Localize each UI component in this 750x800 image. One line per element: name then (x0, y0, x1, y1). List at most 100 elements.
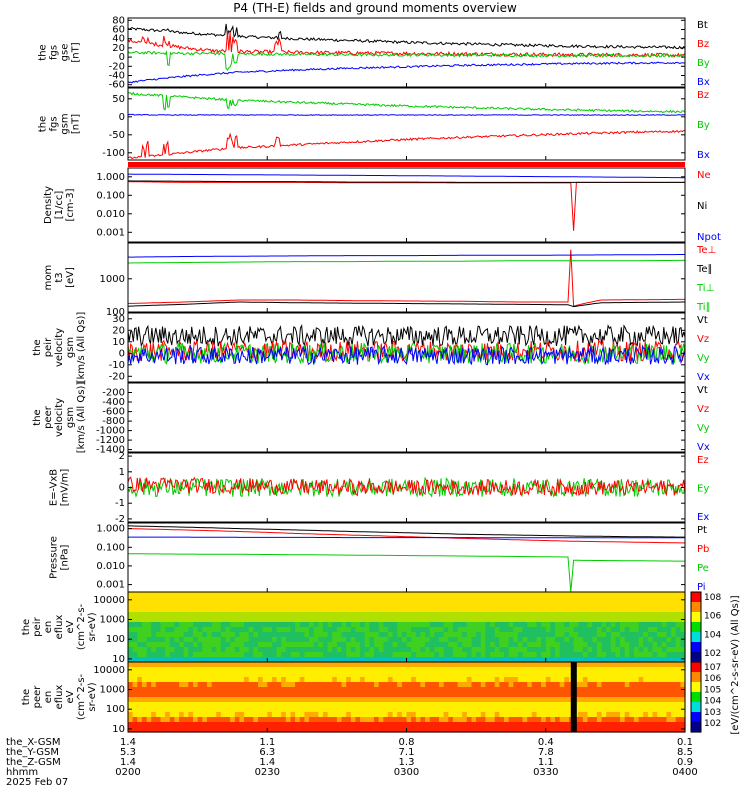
heatmap-cell (499, 707, 505, 713)
heatmap-cell (165, 702, 171, 708)
heatmap-cell (160, 632, 166, 638)
heatmap-cell (137, 657, 143, 663)
heatmap-cell (383, 627, 389, 633)
colorbar-segment (691, 652, 701, 663)
heatmap-cell (452, 687, 459, 693)
heatmap-cell (244, 707, 250, 713)
heatmap-cell (420, 672, 426, 678)
heatmap-cell (225, 602, 231, 608)
heatmap-cell (541, 717, 547, 723)
heatmap-cell (141, 712, 148, 718)
heatmap-cell (179, 617, 185, 623)
heatmap-cell (452, 722, 459, 728)
heatmap-cell (369, 607, 375, 613)
heatmap-cell (624, 697, 630, 703)
heatmap-cell (295, 612, 301, 618)
heatmap-cell (179, 647, 185, 653)
series-line-Pe (128, 553, 685, 592)
heatmap-cell (564, 657, 570, 663)
panel-frame (127, 242, 686, 313)
heatmap-cell (620, 712, 626, 718)
heatmap-cell (151, 602, 157, 608)
heatmap-cell (141, 607, 148, 613)
heatmap-cell (671, 657, 677, 663)
heatmap-cell (555, 622, 561, 628)
heatmap-cell (406, 597, 412, 603)
colorbar-tick-label: 102 (704, 649, 721, 659)
peer-spectrogram-colorbar (690, 661, 702, 733)
heatmap-cell (471, 622, 477, 628)
heatmap-cell (508, 652, 514, 658)
heatmap-cell (661, 707, 667, 713)
colorbar-segment (691, 622, 701, 633)
heatmap-cell (434, 592, 440, 598)
heatmap-cell (513, 682, 519, 688)
heatmap-cell (309, 687, 315, 693)
heatmap-cell (457, 697, 463, 703)
heatmap-cell (466, 702, 472, 708)
heatmap-cell (434, 632, 440, 638)
heatmap-cell (387, 642, 394, 648)
heatmap-cell (309, 677, 315, 683)
heatmap-cell (137, 652, 143, 658)
heatmap-cell (332, 617, 338, 623)
heatmap-cell (564, 642, 570, 648)
heatmap-cell (480, 692, 486, 698)
heatmap-cell (587, 622, 593, 628)
heatmap-cell (304, 597, 310, 603)
heatmap-cell (234, 682, 240, 688)
heatmap-cell (179, 722, 185, 728)
heatmap-cell (615, 652, 621, 658)
heatmap-cell (457, 662, 463, 668)
heatmap-cell (480, 657, 486, 663)
heatmap-cell (429, 612, 435, 618)
heatmap-cell (425, 592, 431, 598)
heatmap-cell (174, 712, 180, 718)
heatmap-cell (629, 622, 635, 628)
heatmap-cell (346, 692, 352, 698)
heatmap-cell (647, 667, 654, 673)
heatmap-cell (327, 682, 333, 688)
heatmap-cell (341, 612, 347, 618)
heatmap-cell (276, 632, 282, 638)
heatmap-cell (248, 622, 254, 628)
y-tick-label: -100 (102, 148, 125, 159)
heatmap-cell (355, 632, 361, 638)
heatmap-cell (239, 707, 245, 713)
heatmap-cell (606, 637, 612, 643)
heatmap-cell (183, 692, 189, 698)
heatmap-cell (504, 627, 510, 633)
heatmap-cell (202, 672, 208, 678)
heatmap-cell (527, 682, 533, 688)
heatmap-cell (652, 662, 658, 668)
heatmap-cell (230, 622, 236, 628)
heatmap-cell (490, 707, 496, 713)
heatmap-cell (545, 617, 551, 623)
heatmap-cell (225, 642, 231, 648)
heatmap-cell (378, 617, 384, 623)
heatmap-cell (582, 607, 589, 613)
heatmap-cell (318, 642, 324, 648)
heatmap-cell (304, 717, 310, 723)
heatmap-cell (504, 677, 510, 683)
heatmap-cell (666, 682, 672, 688)
heatmap-cell (216, 667, 222, 673)
heatmap-cell (610, 647, 616, 653)
heatmap-cell (364, 627, 370, 633)
y-axis-label: [nPa] (60, 544, 71, 570)
heatmap-cell (276, 617, 282, 623)
heatmap-cell (230, 632, 236, 638)
heatmap-cell (193, 612, 199, 618)
heatmap-cell (281, 652, 287, 658)
heatmap-cell (313, 697, 319, 703)
heatmap-cell (378, 602, 384, 608)
heatmap-cell (661, 607, 667, 613)
heatmap-cell (643, 622, 649, 628)
y-tick-label: -200 (102, 388, 125, 399)
heatmap-cell (309, 662, 315, 668)
heatmap-cell (638, 592, 644, 598)
heatmap-cell (555, 702, 561, 708)
heatmap-cell (160, 657, 166, 663)
heatmap-cell (239, 672, 245, 678)
series-line-Te∥ (128, 301, 685, 308)
